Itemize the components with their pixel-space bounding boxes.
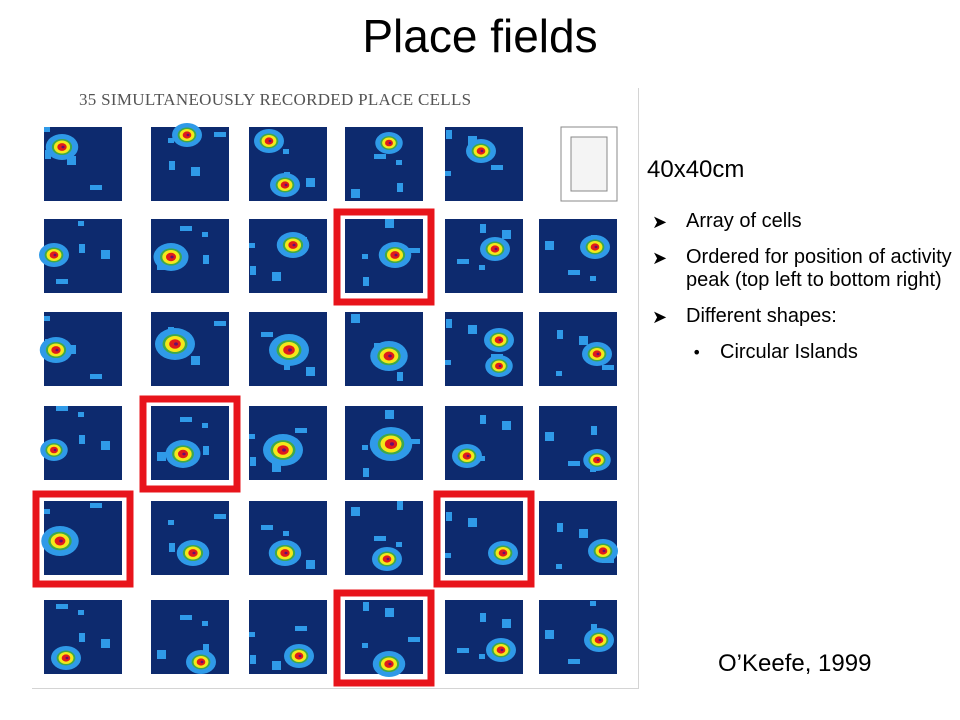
- place-field-map: [151, 406, 229, 480]
- place-field-map: [39, 312, 122, 386]
- bullet-text: Ordered for position of activity peak (t…: [686, 246, 952, 291]
- place-field-map: [345, 127, 423, 201]
- highlight-frame: [139, 395, 241, 493]
- place-field-map: [345, 600, 423, 677]
- place-field-map: [445, 219, 523, 293]
- highlight-frame: [433, 490, 535, 588]
- place-field-map: [249, 406, 327, 480]
- bullet-item: ➤ Different shapes:: [652, 305, 952, 328]
- highlight-frame: [333, 589, 435, 687]
- bullet-item: ➤ Ordered for position of activity peak …: [652, 246, 952, 292]
- place-field-map: [249, 219, 327, 293]
- place-field-map: [44, 127, 122, 201]
- place-field-map: [539, 600, 617, 674]
- bullet-text: Different shapes:: [686, 305, 837, 327]
- arrow-bullet-icon: ➤: [652, 212, 668, 233]
- place-field-map: [249, 312, 327, 386]
- place-field-map: [39, 219, 122, 293]
- place-field-map: [445, 127, 523, 201]
- arena-reference-square: [560, 126, 618, 202]
- sub-bullet-text: Circular Islands: [720, 341, 858, 363]
- place-cells-figure: 35 SIMULTANEOUSLY RECORDED PLACE CELLS: [32, 88, 639, 689]
- place-field-map: [445, 501, 523, 575]
- place-field-map: [345, 219, 423, 293]
- highlight-frame: [32, 490, 134, 588]
- citation: O’Keefe, 1999: [718, 650, 872, 677]
- place-field-map: [539, 219, 617, 293]
- place-field-map: [539, 312, 617, 386]
- dot-bullet-icon: •: [692, 343, 702, 362]
- place-field-grid: [32, 123, 618, 687]
- place-field-map: [151, 600, 229, 674]
- place-field-map: [445, 600, 523, 674]
- figure-caption: 35 SIMULTANEOUSLY RECORDED PLACE CELLS: [79, 90, 472, 109]
- place-field-map: [249, 600, 327, 674]
- place-field-map: [249, 127, 327, 201]
- arena-size-label: 40x40cm: [647, 156, 745, 183]
- arrow-bullet-icon: ➤: [652, 248, 668, 269]
- sub-bullet-item: • Circular Islands: [686, 341, 952, 364]
- arrow-bullet-icon: ➤: [652, 307, 668, 328]
- place-field-map: [345, 312, 423, 386]
- place-field-map: [539, 501, 618, 575]
- place-field-map: [151, 501, 229, 575]
- bullet-item: ➤ Array of cells: [652, 210, 952, 233]
- place-field-map: [41, 501, 122, 575]
- slide-title: Place fields: [362, 10, 598, 62]
- place-field-map: [151, 219, 229, 293]
- place-field-map: [40, 406, 122, 480]
- place-field-map: [44, 600, 122, 674]
- place-field-map: [151, 123, 229, 201]
- place-field-map: [249, 501, 327, 575]
- bullet-text: Array of cells: [686, 210, 802, 232]
- place-field-map: [345, 501, 423, 575]
- place-field-map: [445, 312, 523, 386]
- highlight-frame: [333, 208, 435, 306]
- place-field-map: [445, 406, 523, 480]
- place-field-map: [151, 312, 229, 386]
- place-field-map: [345, 406, 423, 480]
- place-field-map: [539, 406, 617, 480]
- bullet-list: ➤ Array of cells ➤ Ordered for position …: [652, 210, 952, 364]
